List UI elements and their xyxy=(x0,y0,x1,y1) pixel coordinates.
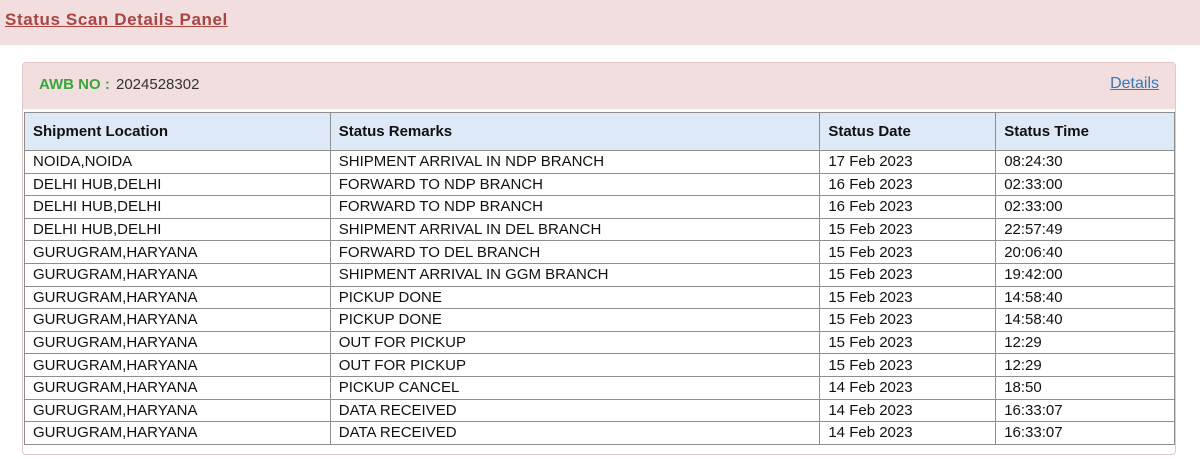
status-date-cell: 15 Feb 2023 xyxy=(819,353,997,377)
status-time-cell: 16:33:07 xyxy=(995,398,1175,423)
details-link[interactable]: Details xyxy=(1110,75,1159,92)
status-remarks-cell: DATA RECEIVED xyxy=(329,421,821,445)
shipment-location-cell: GURUGRAM,HARYANA xyxy=(24,240,331,264)
title-bar: Status Scan Details Panel xyxy=(0,0,1200,45)
status-date-cell: 14 Feb 2023 xyxy=(819,398,997,423)
status-date-cell: 14 Feb 2023 xyxy=(819,421,997,445)
shipment-location-cell: GURUGRAM,HARYANA xyxy=(24,308,331,332)
table-row: DELHI HUB,DELHI FORWARD TO NDP BRANCH 16 F… xyxy=(24,172,1175,197)
status-time-cell: 14:58:40 xyxy=(995,308,1175,332)
table-header-row: Shipment Location Status Remarks Status … xyxy=(24,112,1175,151)
status-time-cell: 02:33:00 xyxy=(995,172,1175,197)
column-header-status-date: Status Date xyxy=(819,112,997,151)
shipment-location-cell: GURUGRAM,HARYANA xyxy=(24,398,331,423)
table-row: GURUGRAM,HARYANA DATA RECEIVED 14 Feb 2023… xyxy=(24,421,1175,445)
status-remarks-cell: FORWARD TO NDP BRANCH xyxy=(329,172,821,197)
status-remarks-cell: DATA RECEIVED xyxy=(329,398,821,423)
awb-label: AWB NO : xyxy=(39,76,110,93)
table-row: NOIDA,NOIDA SHIPMENT ARRIVAL IN NDP BRANC… xyxy=(24,150,1175,174)
status-remarks-cell: FORWARD TO NDP BRANCH xyxy=(329,195,821,219)
shipment-location-cell: GURUGRAM,HARYANA xyxy=(24,421,331,445)
status-remarks-cell: PICKUP DONE xyxy=(329,308,821,332)
column-header-status-time: Status Time xyxy=(995,112,1175,151)
status-date-cell: 15 Feb 2023 xyxy=(819,285,997,310)
status-remarks-cell: SHIPMENT ARRIVAL IN NDP BRANCH xyxy=(329,150,821,174)
status-date-cell: 15 Feb 2023 xyxy=(819,217,997,242)
status-remarks-cell: FORWARD TO DEL BRANCH xyxy=(329,240,821,264)
shipment-location-cell: GURUGRAM,HARYANA xyxy=(24,285,331,310)
shipment-location-cell: DELHI HUB,DELHI xyxy=(24,217,331,242)
shipment-location-cell: NOIDA,NOIDA xyxy=(24,150,331,174)
shipment-location-cell: DELHI HUB,DELHI xyxy=(24,172,331,197)
status-time-cell: 16:33:07 xyxy=(995,421,1175,445)
table-row: GURUGRAM,HARYANA OUT FOR PICKUP 15 Feb 202… xyxy=(24,330,1175,355)
table-row: GURUGRAM,HARYANA PICKUP DONE 15 Feb 2023 14… xyxy=(24,285,1175,310)
status-time-cell: 12:29 xyxy=(995,330,1175,355)
status-time-cell: 02:33:00 xyxy=(995,195,1175,219)
shipment-location-cell: GURUGRAM,HARYANA xyxy=(24,375,331,400)
table-row: GURUGRAM,HARYANA OUT FOR PICKUP 15 Feb 202… xyxy=(24,353,1175,377)
status-time-cell: 22:57:49 xyxy=(995,217,1175,242)
page-title: Status Scan Details Panel xyxy=(5,10,228,29)
status-date-cell: 15 Feb 2023 xyxy=(819,262,997,287)
status-date-cell: 16 Feb 2023 xyxy=(819,195,997,219)
status-date-cell: 17 Feb 2023 xyxy=(819,150,997,174)
table-row: DELHI HUB,DELHI FORWARD TO NDP BRANCH 16 F… xyxy=(24,195,1175,219)
shipment-location-cell: GURUGRAM,HARYANA xyxy=(24,353,331,377)
shipment-location-cell: DELHI HUB,DELHI xyxy=(24,195,331,219)
table-row: GURUGRAM,HARYANA DATA RECEIVED 14 Feb 2023… xyxy=(24,398,1175,423)
status-time-cell: 18:50 xyxy=(995,375,1175,400)
status-date-cell: 16 Feb 2023 xyxy=(819,172,997,197)
status-time-cell: 20:06:40 xyxy=(995,240,1175,264)
shipment-location-cell: GURUGRAM,HARYANA xyxy=(24,330,331,355)
column-header-shipment-location: Shipment Location xyxy=(24,112,331,151)
status-remarks-cell: PICKUP CANCEL xyxy=(329,375,821,400)
shipment-location-cell: GURUGRAM,HARYANA xyxy=(24,262,331,287)
status-scan-panel: AWB NO : 2024528302 Details Shipment Loc… xyxy=(22,62,1176,455)
status-date-cell: 14 Feb 2023 xyxy=(819,375,997,400)
table-body: NOIDA,NOIDA SHIPMENT ARRIVAL IN NDP BRANC… xyxy=(24,150,1175,445)
status-scan-table: Shipment Location Status Remarks Status … xyxy=(24,112,1175,445)
table-row: GURUGRAM,HARYANA FORWARD TO DEL BRANCH 15 … xyxy=(24,240,1175,264)
status-time-cell: 19:42:00 xyxy=(995,262,1175,287)
table-row: DELHI HUB,DELHI SHIPMENT ARRIVAL IN DEL B… xyxy=(24,217,1175,242)
status-remarks-cell: SHIPMENT ARRIVAL IN GGM BRANCH xyxy=(329,262,821,287)
column-header-status-remarks: Status Remarks xyxy=(329,112,821,151)
status-remarks-cell: PICKUP DONE xyxy=(329,285,821,310)
table-row: GURUGRAM,HARYANA PICKUP DONE 15 Feb 2023 14… xyxy=(24,308,1175,332)
status-time-cell: 14:58:40 xyxy=(995,285,1175,310)
status-date-cell: 15 Feb 2023 xyxy=(819,308,997,332)
status-remarks-cell: OUT FOR PICKUP xyxy=(329,353,821,377)
status-time-cell: 12:29 xyxy=(995,353,1175,377)
status-date-cell: 15 Feb 2023 xyxy=(819,330,997,355)
status-date-cell: 15 Feb 2023 xyxy=(819,240,997,264)
status-time-cell: 08:24:30 xyxy=(995,150,1175,174)
status-remarks-cell: OUT FOR PICKUP xyxy=(329,330,821,355)
awb-number: 2024528302 xyxy=(116,76,200,93)
status-remarks-cell: SHIPMENT ARRIVAL IN DEL BRANCH xyxy=(329,217,821,242)
table-row: GURUGRAM,HARYANA SHIPMENT ARRIVAL IN GGM … xyxy=(24,262,1175,287)
table-row: GURUGRAM,HARYANA PICKUP CANCEL 14 Feb 2023… xyxy=(24,375,1175,400)
awb-header: AWB NO : 2024528302 Details xyxy=(23,63,1175,109)
